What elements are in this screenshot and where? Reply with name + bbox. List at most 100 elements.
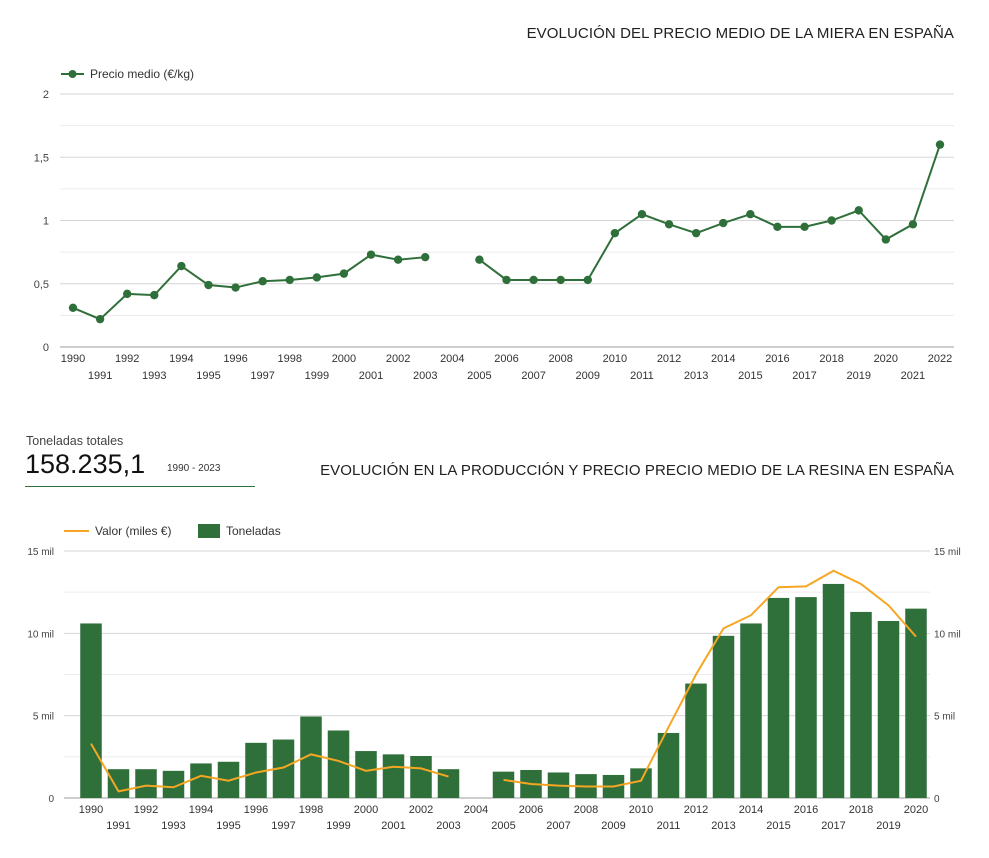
- data-point: [800, 222, 809, 232]
- y-tick-label-right: 5 mil: [934, 712, 955, 723]
- data-point: [773, 222, 782, 232]
- x-tick-label: 1994: [189, 804, 213, 816]
- y-tick-label-left: 10 mil: [27, 629, 54, 640]
- bar: [327, 730, 350, 798]
- bar: [190, 763, 212, 798]
- x-tick-label: 2000: [354, 804, 378, 816]
- x-tick-label: 2016: [765, 353, 789, 365]
- x-tick-label: 2013: [711, 820, 735, 832]
- x-tick-label: 1991: [106, 820, 130, 832]
- series-line: [90, 743, 449, 793]
- x-tick-label: 2022: [928, 353, 952, 365]
- x-tick-label: 2020: [904, 804, 928, 816]
- series-line: [478, 144, 941, 281]
- x-tick-label: 2014: [739, 804, 763, 816]
- x-tick-label: 2020: [874, 353, 898, 365]
- x-tick-label: 2019: [846, 370, 870, 382]
- x-tick-label: 2004: [464, 804, 488, 816]
- data-point: [502, 275, 511, 285]
- data-point: [556, 275, 565, 285]
- x-tick-label: 2017: [821, 820, 845, 832]
- data-point: [122, 289, 132, 299]
- x-tick-label: 2013: [684, 370, 708, 382]
- y-tick-label: 1: [43, 216, 49, 228]
- resina-chart-title: EVOLUCIÓN EN LA PRODUCCIÓN Y PRECIO PREC…: [320, 462, 954, 479]
- y-tick-label-left: 5 mil: [33, 712, 54, 723]
- series-line: [72, 253, 426, 321]
- bar: [382, 754, 405, 798]
- x-tick-label: 1994: [169, 353, 193, 365]
- data-point: [881, 235, 891, 244]
- x-tick-label: 1993: [142, 370, 166, 382]
- bar: [135, 769, 157, 798]
- x-tick-label: 1990: [79, 804, 103, 816]
- x-tick-label: 1995: [196, 370, 220, 382]
- data-point: [637, 209, 647, 219]
- data-point: [746, 209, 755, 219]
- x-tick-label: 1996: [223, 353, 247, 365]
- data-point: [312, 273, 322, 282]
- bar: [437, 769, 460, 798]
- x-tick-label: 1999: [305, 370, 329, 382]
- data-point: [475, 255, 484, 264]
- bar: [877, 620, 900, 798]
- y-tick-label-right: 0: [934, 794, 940, 805]
- bar: [355, 751, 377, 798]
- x-tick-label: 2003: [413, 370, 437, 382]
- bar: [410, 756, 432, 798]
- scorecard-value: 158.235,1: [25, 449, 146, 479]
- x-tick-label: 2015: [766, 820, 790, 832]
- data-point: [529, 275, 538, 285]
- data-point: [95, 314, 105, 324]
- x-tick-label: 2018: [819, 353, 843, 365]
- y-tick-label-left: 15 mil: [27, 547, 54, 558]
- scorecard-date-range: 1990 - 2023: [167, 463, 221, 474]
- data-point: [258, 277, 267, 286]
- tonnage-scorecard[interactable]: Toneladas totales 158.235,1 1990 - 2023: [25, 432, 255, 487]
- x-tick-label: 2007: [546, 820, 570, 832]
- x-tick-label: 2014: [711, 353, 735, 365]
- data-point: [204, 280, 213, 290]
- bar: [300, 716, 322, 798]
- x-tick-label: 1996: [244, 804, 268, 816]
- x-tick-label: 2009: [601, 820, 625, 832]
- x-tick-label: 1992: [115, 353, 139, 365]
- legend-line-label: Valor (miles €): [95, 524, 171, 538]
- bar: [905, 608, 927, 798]
- bar: [740, 623, 762, 798]
- miera-chart-title: EVOLUCIÓN DEL PRECIO MEDIO DE LA MIERA E…: [526, 25, 954, 42]
- data-point: [339, 269, 349, 278]
- y-tick-label: 2: [43, 89, 49, 101]
- legend-bar-swatch: [198, 524, 220, 538]
- data-point: [935, 140, 945, 149]
- data-point: [854, 206, 863, 215]
- scorecard-label: Toneladas totales: [26, 434, 124, 448]
- x-tick-label: 2004: [440, 353, 464, 365]
- bar: [630, 768, 652, 798]
- x-tick-label: 1998: [299, 804, 323, 816]
- x-tick-label: 2002: [386, 353, 410, 365]
- x-tick-label: 2006: [494, 353, 518, 365]
- x-tick-label: 2001: [381, 820, 405, 832]
- bar: [80, 623, 102, 798]
- x-tick-label: 2007: [521, 370, 545, 382]
- x-tick-label: 2021: [901, 370, 925, 382]
- x-tick-label: 1990: [61, 353, 85, 365]
- bar: [245, 742, 267, 798]
- bar: [162, 770, 185, 798]
- data-point: [231, 283, 240, 292]
- y-tick-label-right: 15 mil: [934, 547, 961, 558]
- x-tick-label: 1998: [278, 353, 302, 365]
- x-tick-label: 2011: [630, 370, 654, 382]
- data-point: [583, 275, 592, 285]
- data-point: [719, 218, 728, 228]
- x-tick-label: 2010: [603, 353, 627, 365]
- miera-price-line-chart[interactable]: 00,511,521990199119921993199419951996199…: [0, 0, 989, 400]
- legend-marker: [68, 70, 77, 78]
- x-tick-label: 2018: [849, 804, 873, 816]
- x-tick-label: 2012: [684, 804, 708, 816]
- data-point: [177, 261, 186, 271]
- x-tick-label: 2008: [548, 353, 572, 365]
- data-point: [393, 255, 403, 264]
